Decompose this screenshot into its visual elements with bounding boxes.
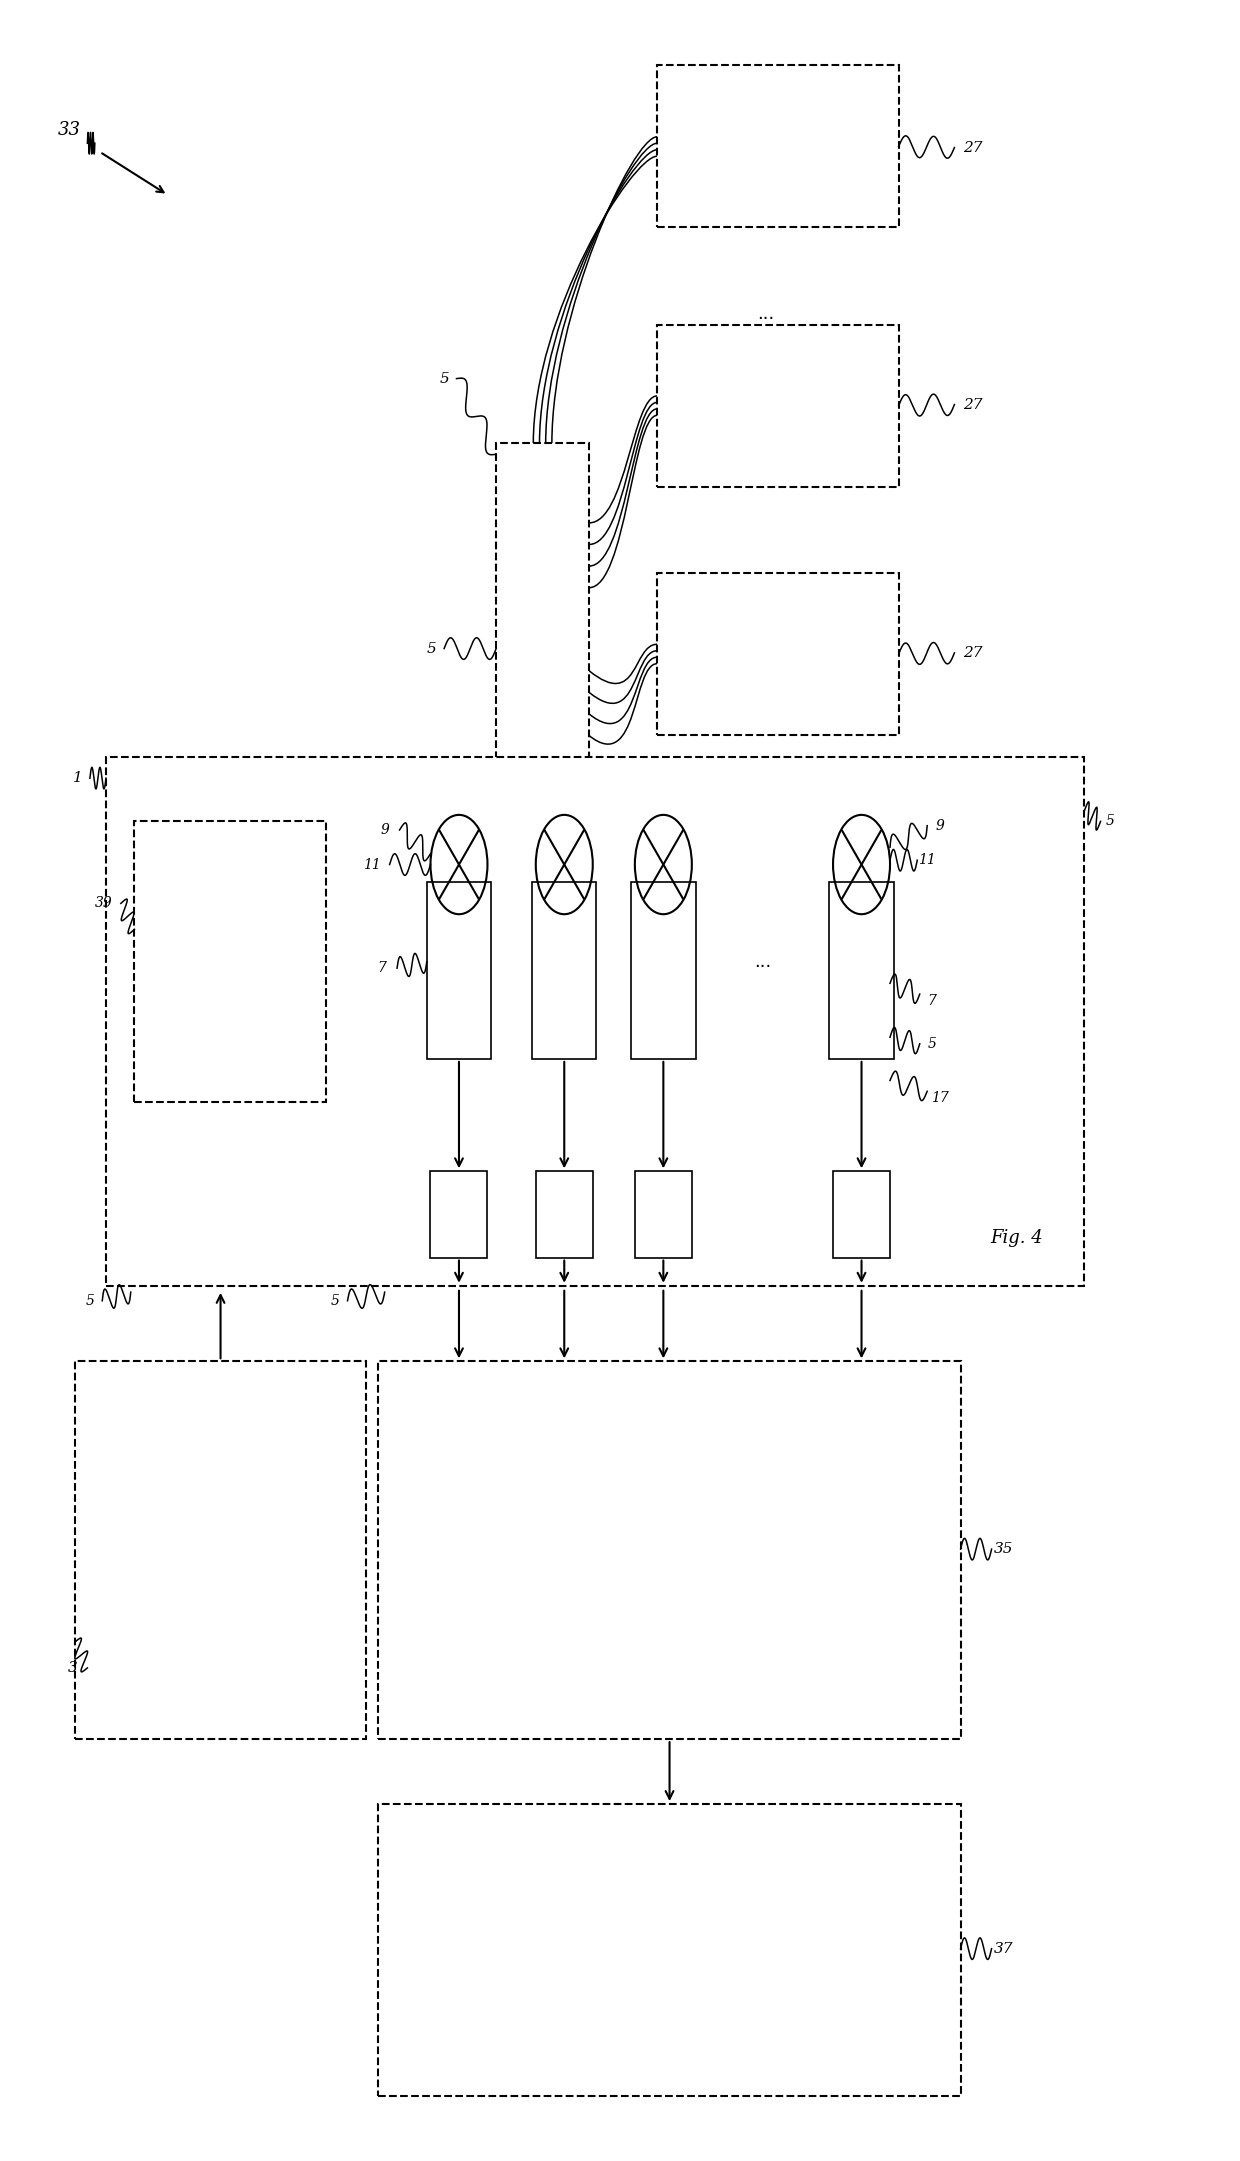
Text: 5: 5 (331, 1294, 340, 1307)
FancyBboxPatch shape (657, 65, 899, 227)
Text: 5: 5 (86, 1294, 94, 1307)
FancyBboxPatch shape (830, 882, 894, 1059)
Text: 1: 1 (73, 771, 82, 784)
Text: 17: 17 (931, 1091, 949, 1104)
FancyBboxPatch shape (134, 821, 326, 1102)
Text: 5: 5 (928, 1037, 936, 1050)
Text: 27: 27 (963, 398, 983, 411)
FancyBboxPatch shape (833, 1171, 890, 1258)
FancyBboxPatch shape (657, 324, 899, 486)
Text: 5: 5 (1106, 815, 1115, 828)
Text: 9: 9 (935, 819, 944, 832)
Text: 27: 27 (963, 140, 983, 156)
FancyBboxPatch shape (635, 1171, 692, 1258)
Text: 5: 5 (439, 372, 449, 385)
Text: 11: 11 (919, 854, 936, 867)
Text: ...: ... (758, 305, 775, 322)
FancyBboxPatch shape (532, 882, 596, 1059)
Text: 37: 37 (994, 1943, 1014, 1956)
FancyBboxPatch shape (657, 573, 899, 735)
Text: 7: 7 (378, 962, 387, 975)
Text: 9: 9 (381, 823, 389, 836)
FancyBboxPatch shape (427, 882, 491, 1059)
Text: 5: 5 (427, 642, 436, 655)
Text: 27: 27 (963, 646, 983, 659)
FancyBboxPatch shape (74, 1361, 366, 1740)
FancyBboxPatch shape (536, 1171, 593, 1258)
Text: 39: 39 (94, 897, 113, 910)
FancyBboxPatch shape (496, 443, 589, 843)
Text: 11: 11 (363, 858, 381, 871)
Text: ...: ... (754, 953, 771, 970)
FancyBboxPatch shape (378, 1361, 961, 1740)
FancyBboxPatch shape (430, 1171, 487, 1258)
Text: 7: 7 (928, 994, 936, 1007)
FancyBboxPatch shape (631, 882, 696, 1059)
FancyBboxPatch shape (378, 1804, 961, 2096)
Text: 35: 35 (994, 1543, 1014, 1556)
Text: 33: 33 (57, 121, 81, 138)
Text: 3: 3 (68, 1662, 77, 1675)
FancyBboxPatch shape (105, 756, 1085, 1286)
Text: Fig. 4: Fig. 4 (990, 1230, 1043, 1247)
